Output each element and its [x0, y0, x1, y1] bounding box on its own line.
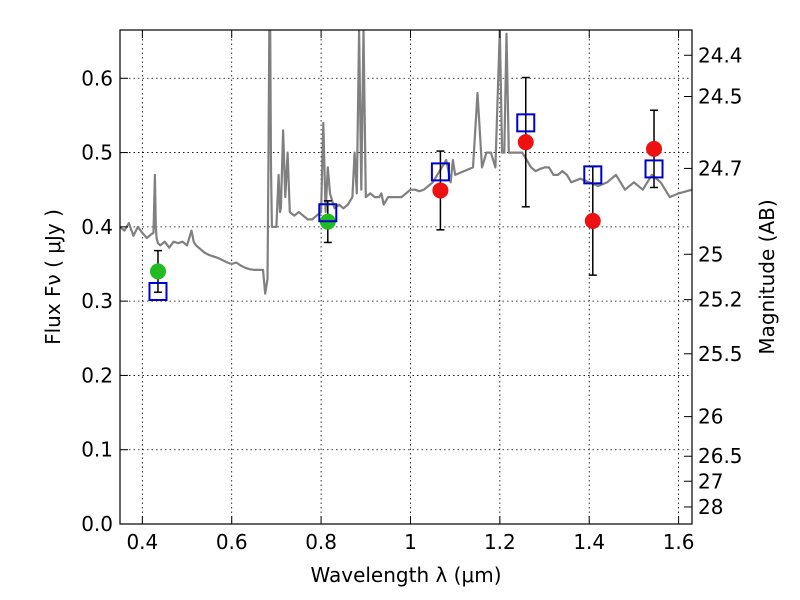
model-flux-square: [318, 203, 338, 223]
magnitude-tick-label: 28: [698, 495, 723, 519]
magnitude-tick-label: 26.5: [698, 444, 743, 468]
y-axis-label: Flux Fν ( μJy ): [41, 209, 65, 345]
magnitude-tick-label: 24.7: [698, 156, 743, 180]
x-tick-label: 0.8: [305, 530, 337, 554]
model-flux-square: [148, 281, 168, 301]
x-tick-label: 1: [404, 530, 417, 554]
magnitude-tick-label: 26: [698, 405, 723, 429]
photometry-point: [149, 263, 166, 280]
magnitude-tick-label: 25.2: [698, 288, 743, 312]
x-tick-label: 1.2: [484, 530, 516, 554]
photometry-point: [517, 134, 534, 151]
photometry-point: [432, 182, 449, 199]
magnitude-tick-label: 25: [698, 242, 723, 266]
y-tick-label: 0.5: [81, 141, 113, 165]
magnitude-tick-label: 27: [698, 469, 723, 493]
model-flux-square: [644, 159, 664, 179]
y-tick-label: 0.4: [81, 215, 113, 239]
x-axis-label: Wavelength λ (μm): [310, 563, 501, 587]
magnitude-axis-label: Magnitude (AB): [755, 199, 779, 354]
x-tick-label: 1.4: [573, 530, 605, 554]
magnitude-tick-label: 24.4: [698, 43, 743, 67]
x-tick-label: 1.6: [663, 530, 695, 554]
plot-series: [120, 30, 692, 301]
x-tick-label: 0.4: [126, 530, 158, 554]
y-tick-label: 0.6: [81, 66, 113, 90]
photometry-point: [584, 212, 601, 229]
y-tick-label: 0.3: [81, 289, 113, 313]
photometry-point: [646, 140, 663, 157]
gridlines: [120, 30, 692, 525]
model-spectrum-line: [120, 30, 692, 295]
plot-frame: [119, 29, 693, 525]
y-tick-label: 0.2: [81, 363, 113, 387]
axis-ticks: 0.4 0.6 0.8 1 1.2 1.4 1.6 0.0 0.1 0.2 0.3 0.4 0.5 0.6…: [81, 30, 743, 554]
magnitude-tick-label: 24.5: [698, 85, 743, 109]
y-tick-label: 0.1: [81, 438, 113, 462]
model-flux-square: [516, 113, 536, 133]
model-flux-square: [583, 165, 603, 185]
y-tick-label: 0.0: [81, 512, 113, 536]
magnitude-tick-label: 25.5: [698, 342, 743, 366]
x-tick-label: 0.6: [216, 530, 248, 554]
model-flux-square: [430, 162, 450, 182]
